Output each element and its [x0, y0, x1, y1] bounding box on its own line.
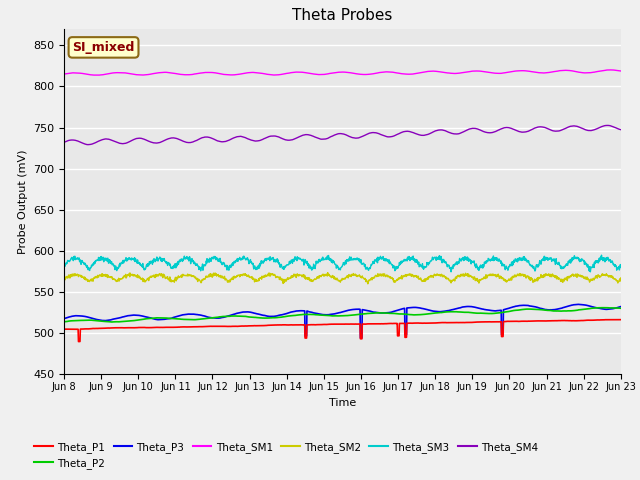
X-axis label: Time: Time: [329, 397, 356, 408]
Legend: Theta_P1, Theta_P2, Theta_P3, Theta_SM1, Theta_SM2, Theta_SM3, Theta_SM4: Theta_P1, Theta_P2, Theta_P3, Theta_SM1,…: [30, 437, 542, 473]
Title: Theta Probes: Theta Probes: [292, 9, 392, 24]
Text: SI_mixed: SI_mixed: [72, 41, 135, 54]
Y-axis label: Probe Output (mV): Probe Output (mV): [17, 149, 28, 254]
